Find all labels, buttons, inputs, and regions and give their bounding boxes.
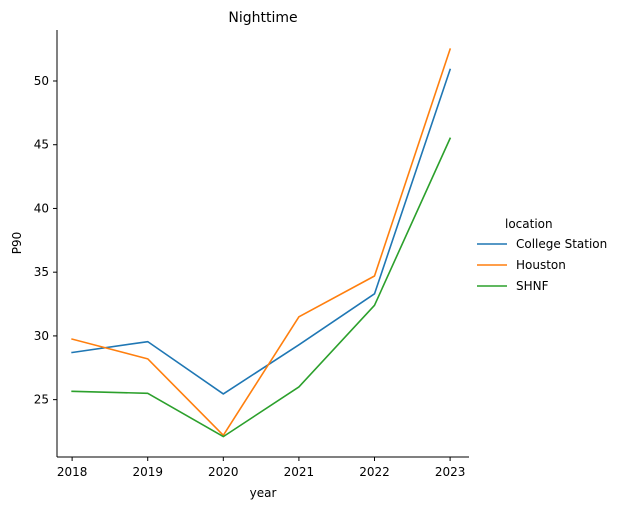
axes	[56, 30, 469, 458]
x-tick-label: 2020	[208, 465, 239, 479]
series-line-houston	[71, 48, 452, 437]
x-tick-label: 2021	[284, 465, 315, 479]
y-tick-label: 50	[34, 74, 49, 88]
y-tick-label: 30	[34, 329, 49, 343]
legend-title: location	[505, 217, 553, 231]
legend: location College Station Houston SHNF	[477, 217, 607, 293]
x-tick-label: 2022	[359, 465, 390, 479]
y-ticks: 25 30 35 40 45 50	[34, 74, 57, 407]
legend-label-college-station: College Station	[516, 237, 607, 251]
y-tick-label: 45	[34, 138, 49, 152]
x-tick-label: 2019	[132, 465, 163, 479]
series-lines	[71, 48, 452, 438]
x-tick-label: 2023	[435, 465, 466, 479]
y-axis-label: P90	[10, 232, 24, 255]
y-tick-label: 40	[34, 201, 49, 215]
series-line-shnf	[71, 137, 452, 438]
x-tick-label: 2018	[57, 465, 88, 479]
x-ticks: 2018 2019 2020 2021 2022 2023	[57, 457, 466, 479]
y-tick-label: 25	[34, 393, 49, 407]
y-tick-label: 35	[34, 265, 49, 279]
x-axis-label: year	[250, 486, 277, 500]
legend-label-houston: Houston	[516, 258, 566, 272]
chart-title: Nighttime	[228, 10, 297, 26]
series-line-college-station	[71, 68, 452, 395]
legend-label-shnf: SHNF	[516, 279, 549, 293]
